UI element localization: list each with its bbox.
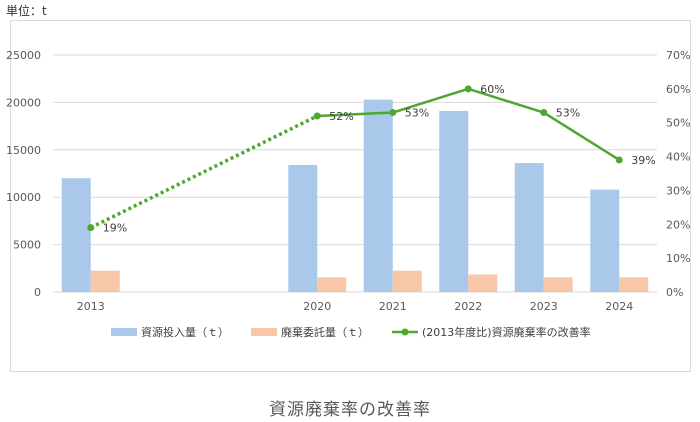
x-tick-label: 2013 [77,300,105,313]
x-tick-label: 2020 [303,300,331,313]
y-left-tick-label: 15000 [6,144,41,157]
data-labels: 19% 52% 53% 60% 53% 39% [103,83,656,235]
rate-line [87,85,623,232]
rate-point [389,109,397,117]
bar [317,277,347,292]
bar [439,110,469,292]
rate-data-label: 60% [480,83,504,96]
y-right-tick-label: 70% [666,49,690,62]
bar [468,274,498,292]
rate-point [540,109,548,117]
y-right-tick-label: 20% [666,218,690,231]
bar [90,270,120,292]
bar [288,164,318,292]
rate-line-segment [316,111,394,118]
chart-caption: 資源廃棄率の改善率 [269,400,431,420]
x-tick-label: 2023 [530,300,558,313]
x-tick-label: 2021 [379,300,407,313]
rate-line-segment [542,111,621,162]
legend-label: 廃棄委託量（ｔ） [281,325,369,339]
bar [590,189,620,292]
y-right-tick-label: 50% [666,117,690,130]
legend-label: 資源投入量（ｔ） [141,325,229,339]
legend-label: (2013年度比)資源廃棄率の改善率 [422,325,591,339]
legend-marker [401,328,409,336]
rate-data-label: 52% [329,110,353,123]
y-left-tick-label: 25000 [6,49,41,62]
combo-chart: 19% 52% 53% 60% 53% 39% 0 5000 10000 15000 20000 2… [6,49,690,339]
rate-data-label: 39% [631,154,655,167]
rate-data-label: 53% [405,107,429,120]
bar [363,99,393,292]
legend: 資源投入量（ｔ） 廃棄委託量（ｔ） (2013年度比)資源廃棄率の改善率 [111,325,591,339]
bar [514,163,544,292]
y-left-tick-label: 5000 [13,239,41,252]
gridlines [53,54,657,293]
y-right-tick-label: 10% [666,252,690,265]
rate-data-label: 53% [556,107,580,120]
bar [619,277,649,292]
y-right-tick-label: 60% [666,83,690,96]
x-tick-label: 2024 [605,300,633,313]
rate-line-segment [391,87,470,114]
y-left-tick-label: 0 [34,286,41,299]
y-left-tick-label: 10000 [6,191,41,204]
rate-point [464,85,472,93]
bars [61,99,649,292]
bar [392,270,422,292]
unit-label: 単位：t [6,4,47,18]
rate-point [615,156,623,164]
bar [543,277,573,292]
rate-point [313,112,321,120]
rate-line-segment [467,87,545,114]
legend-bar-swatch [111,328,137,336]
rate-data-label: 19% [103,222,127,235]
y-right-tick-label: 0% [666,286,683,299]
x-tick-label: 2022 [454,300,482,313]
chart-frame [10,20,691,372]
rate-line-dotted-segment [89,114,319,230]
bar [61,178,91,292]
legend-bar-swatch [251,328,277,336]
y-right-tick-label: 30% [666,184,690,197]
y-left-tick-label: 20000 [6,96,41,109]
y-right-tick-label: 40% [666,151,690,164]
rate-point [87,224,95,232]
axes: 0 5000 10000 15000 20000 25000 0% 10% 20% 30% 40% 5… [6,49,690,313]
